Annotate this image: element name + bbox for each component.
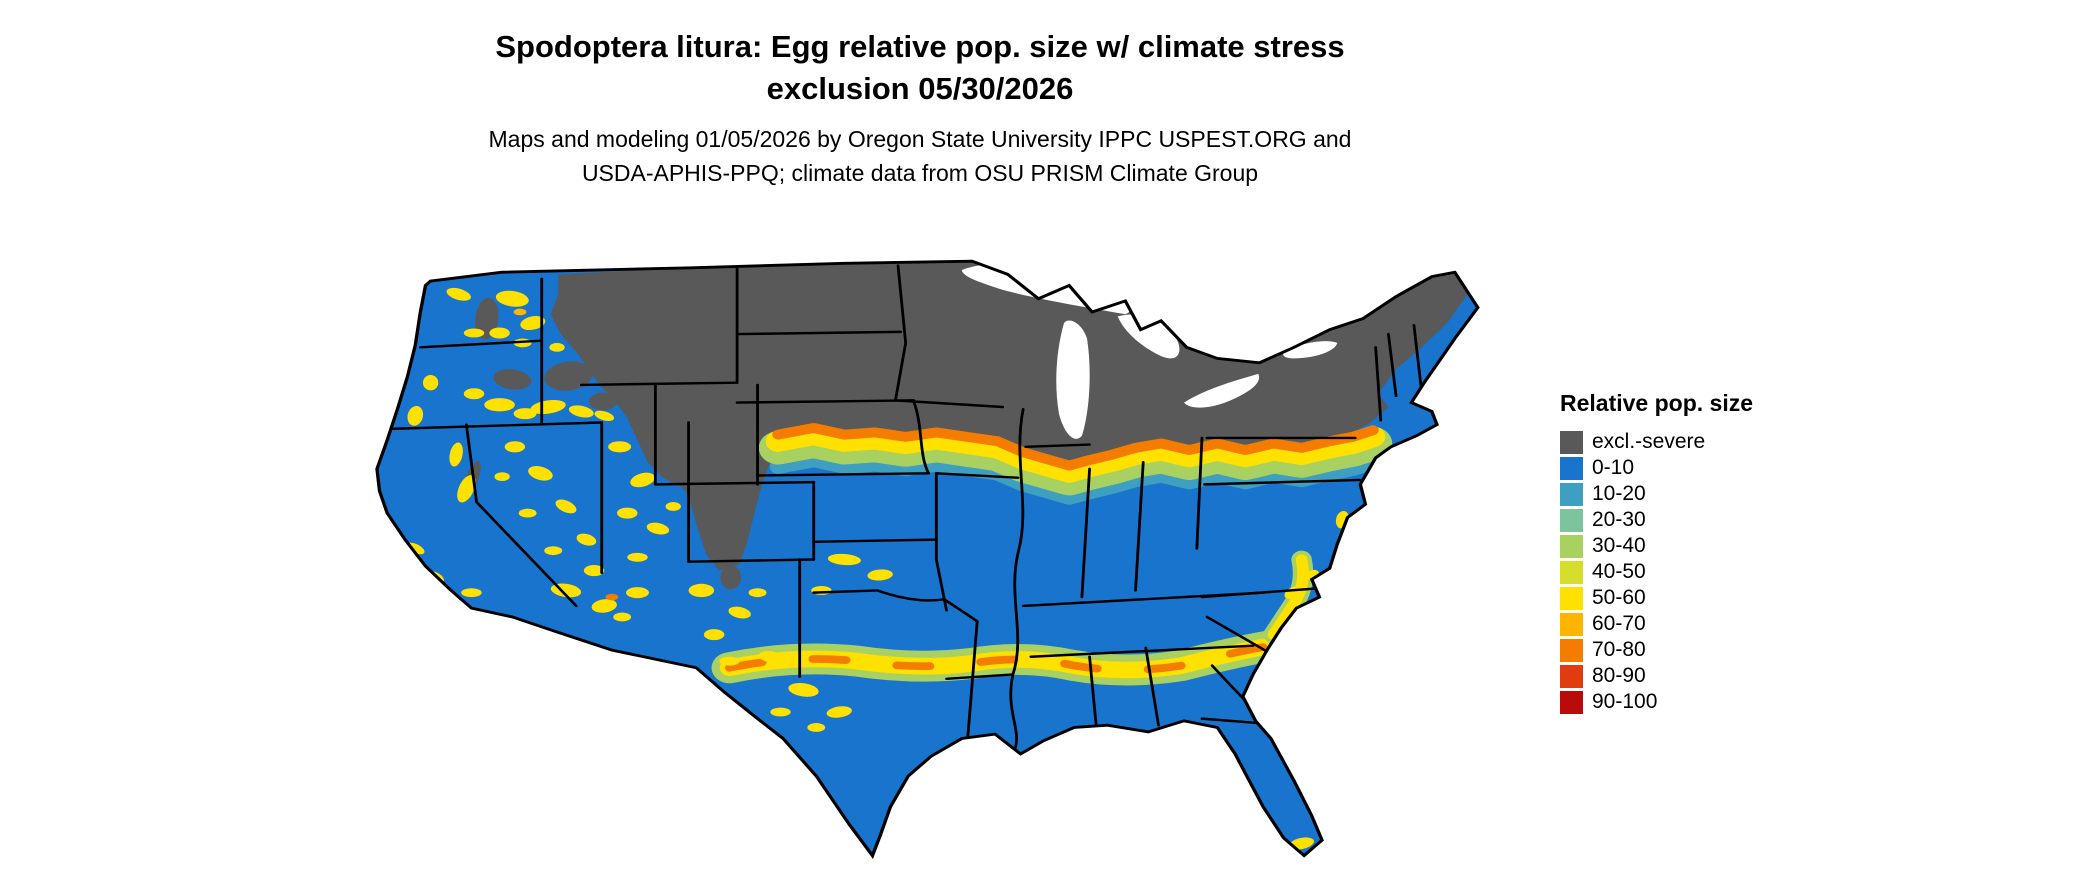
legend-item: 50-60 — [1560, 585, 1753, 611]
legend-item: 30-40 — [1560, 533, 1753, 559]
legend-label: 80-90 — [1592, 664, 1646, 687]
legend-item: 80-90 — [1560, 663, 1753, 689]
map-subtitle: Maps and modeling 01/05/2026 by Oregon S… — [120, 122, 1720, 190]
lake-erie — [1184, 373, 1260, 408]
lake-michigan — [1056, 320, 1090, 439]
legend-swatch — [1560, 638, 1583, 662]
legend-item: excl.-severe — [1560, 429, 1753, 455]
legend-label: excl.-severe — [1592, 430, 1706, 453]
excluded-region-north — [550, 261, 1468, 571]
map-title: Spodoptera litura: Egg relative pop. siz… — [120, 26, 1720, 110]
legend-item: 0-10 — [1560, 455, 1753, 481]
legend-label: 70-80 — [1592, 638, 1646, 661]
legend-swatch — [1560, 586, 1583, 610]
legend-label: 10-20 — [1592, 482, 1646, 505]
legend-label: 50-60 — [1592, 586, 1646, 609]
legend-item: 40-50 — [1560, 559, 1753, 585]
legend-label: 30-40 — [1592, 534, 1646, 557]
legend-item: 60-70 — [1560, 611, 1753, 637]
legend-item: 20-30 — [1560, 507, 1753, 533]
legend-swatch — [1560, 612, 1583, 636]
legend-label: 60-70 — [1592, 612, 1646, 635]
state-borders — [380, 262, 1424, 749]
lake-ontario — [1283, 341, 1338, 359]
legend-label: 20-30 — [1592, 508, 1646, 531]
risk-patches-west — [406, 287, 1399, 856]
legend-item: 10-20 — [1560, 481, 1753, 507]
map-title-line2: exclusion 05/30/2026 — [766, 71, 1074, 106]
map-subtitle-line2: USDA-APHIS-PPQ; climate data from OSU PR… — [581, 160, 1259, 186]
us-risk-map — [375, 259, 1480, 858]
legend-swatch — [1560, 664, 1583, 688]
legend-item: 90-100 — [1560, 689, 1753, 715]
legend-swatch — [1560, 690, 1583, 714]
legend-swatch — [1560, 560, 1583, 584]
legend-item: 70-80 — [1560, 637, 1753, 663]
legend-swatch — [1560, 482, 1583, 506]
legend-swatch — [1560, 456, 1583, 480]
map-title-line1: Spodoptera litura: Egg relative pop. siz… — [495, 29, 1345, 64]
map-subtitle-line1: Maps and modeling 01/05/2026 by Oregon S… — [488, 126, 1352, 152]
legend-label: 0-10 — [1592, 456, 1635, 479]
legend-swatch — [1560, 430, 1583, 454]
legend-swatch — [1560, 534, 1583, 558]
legend: Relative pop. size excl.-severe 0-10 10-… — [1560, 390, 1753, 715]
legend-label: 90-100 — [1592, 690, 1658, 713]
legend-title: Relative pop. size — [1560, 390, 1754, 416]
legend-label: 40-50 — [1592, 560, 1646, 583]
legend-swatch — [1560, 508, 1583, 532]
